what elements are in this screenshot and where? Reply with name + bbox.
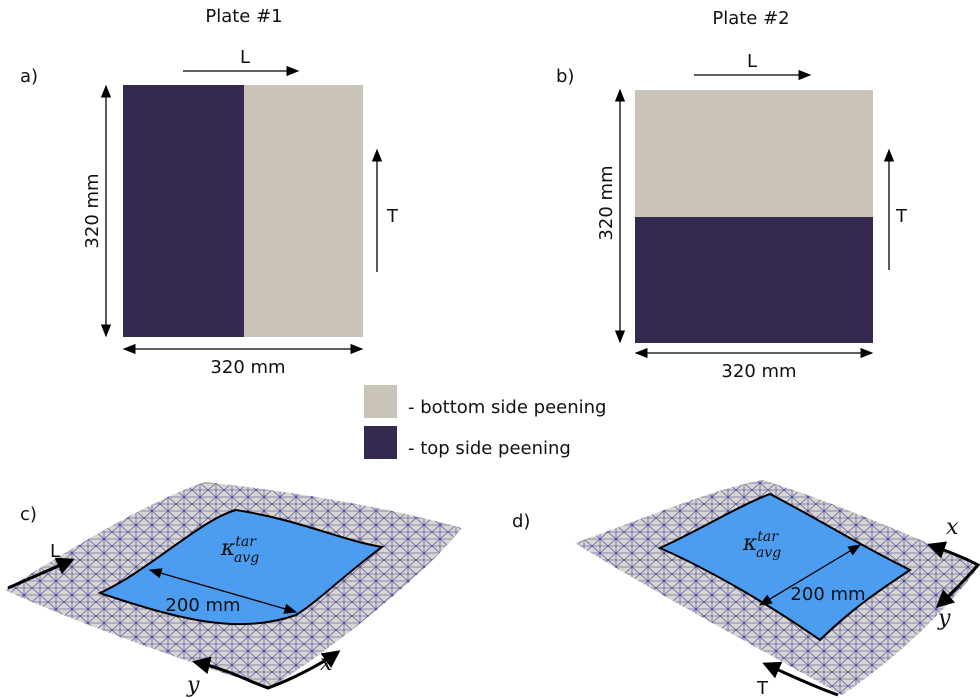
top-peening-region [635, 217, 873, 343]
arrow-label: L [747, 51, 757, 72]
panel-a: Plate #1 a) L 320 mm T 320 mm [20, 6, 399, 378]
top-peening-region [123, 85, 244, 337]
dimension-label: 320 mm [210, 357, 285, 378]
legend-label: - top side peening [408, 438, 571, 459]
panel-label: c) [20, 504, 37, 525]
subscript: avg [756, 545, 781, 561]
panel-label: b) [556, 66, 574, 87]
axis-label: y [937, 606, 951, 631]
dimension-label: 320 mm [596, 165, 617, 240]
arrow-label: T [895, 206, 908, 227]
bottom-peening-region [244, 85, 363, 337]
axis-label: L [50, 541, 60, 562]
panel-title: Plate #1 [205, 6, 282, 27]
axis-label: y [186, 673, 200, 698]
panel-b: Plate #2 b) L 320 mm T 320 mm [556, 8, 908, 382]
axis-label: x [320, 651, 333, 676]
dimension-label: 200 mm [790, 584, 865, 605]
superscript: tar [757, 529, 779, 545]
legend-swatch [364, 426, 397, 459]
arrow-label: L [240, 47, 250, 68]
dimension-label: 320 mm [82, 173, 103, 248]
legend-swatch [364, 385, 397, 418]
dimension-label: 200 mm [165, 595, 240, 616]
panel-label: a) [20, 66, 38, 87]
legend: - bottom side peening - top side peening [364, 385, 606, 459]
figure: Plate #1 a) L 320 mm T 320 mm Plate #2 b… [0, 0, 980, 698]
panel-title: Plate #2 [712, 8, 789, 29]
arrow-label: T [386, 206, 399, 227]
superscript: tar [235, 534, 257, 550]
dimension-label: 320 mm [721, 361, 796, 382]
legend-label: - bottom side peening [408, 397, 606, 418]
bottom-peening-region [635, 90, 873, 217]
axis-label: x [946, 515, 959, 540]
axis-label: T [756, 678, 769, 698]
subscript: avg [234, 550, 259, 566]
panel-label: d) [512, 511, 530, 532]
